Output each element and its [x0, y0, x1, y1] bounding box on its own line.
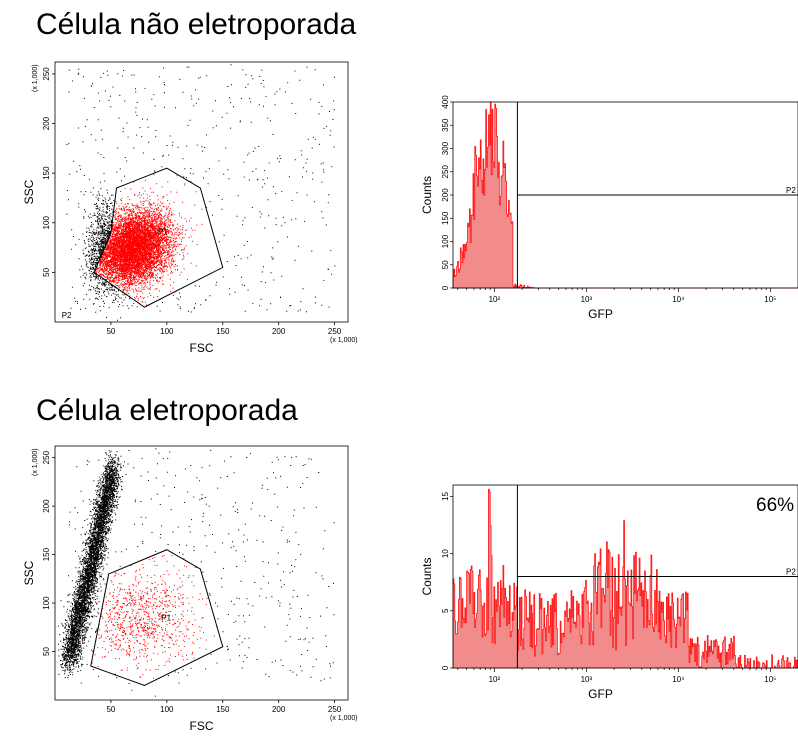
- y-tick-label: 150: [42, 166, 51, 180]
- y-tick-label: 350: [441, 118, 450, 132]
- y-tick-label: 250: [441, 165, 450, 179]
- x-tick-label: 10⁵: [764, 675, 776, 684]
- gate-p2-label: P2: [786, 186, 796, 195]
- x-tick-label: 150: [216, 327, 230, 336]
- y-tick-label: 0: [441, 665, 450, 670]
- x-tick-label: 10⁵: [764, 295, 776, 304]
- x-axis-label: FSC: [190, 719, 214, 733]
- scatter-panel-1: P1 P2 50 50 100 100 150 150 200 200 250 250 FSC SSC (x…: [22, 61, 358, 355]
- gate-p1-label: P1: [161, 614, 171, 623]
- y-unit-label: (x 1,000): [32, 448, 39, 476]
- x-tick-label: 200: [272, 327, 286, 336]
- x-axis-label: GFP: [588, 307, 613, 321]
- y-tick-label: 200: [42, 116, 51, 130]
- y-axis-label: Counts: [420, 176, 434, 214]
- y-tick-label: 0: [441, 285, 450, 290]
- gate-p2-label: P2: [786, 568, 796, 577]
- y-tick-label: 50: [42, 647, 51, 656]
- x-tick-label: 100: [160, 705, 174, 714]
- x-tick-label: 250: [328, 327, 342, 336]
- gfp-positive-percentage: 66%: [756, 495, 794, 516]
- gate-p1-polygon: [93, 167, 224, 308]
- ungated-events: [66, 64, 336, 321]
- x-axis-label: FSC: [190, 341, 214, 355]
- y-axis-label: Counts: [420, 557, 434, 595]
- y-tick-label: 50: [42, 267, 51, 276]
- y-tick-label: 300: [441, 141, 450, 155]
- x-tick-label: 100: [160, 327, 174, 336]
- x-tick-label: 50: [106, 705, 115, 714]
- x-axis-label: GFP: [588, 687, 613, 701]
- x-tick-label: 200: [272, 705, 286, 714]
- gate-p1-label: P1: [158, 228, 168, 237]
- y-tick-label: 200: [441, 188, 450, 202]
- y-tick-label: 15: [441, 491, 450, 500]
- x-unit-label: (x 1,000): [330, 337, 358, 344]
- plot-frame: [54, 445, 349, 701]
- y-axis-label: SSC: [22, 560, 36, 585]
- y-tick-label: 10: [441, 549, 450, 558]
- plot-frame: [452, 484, 798, 669]
- plot-frame: [54, 61, 349, 323]
- x-tick-label: 10³: [581, 295, 593, 304]
- y-tick-label: 50: [441, 260, 450, 269]
- x-unit-label: (x 1,000): [330, 715, 358, 722]
- y-tick-label: 250: [42, 450, 51, 464]
- y-tick-label: 150: [441, 211, 450, 225]
- y-tick-label: 5: [441, 608, 450, 613]
- histogram-panel-1: P2 10² 10³ 10⁴ 10⁵ 0 50 100 150 200 250 300 350 400 GF…: [420, 95, 798, 321]
- y-unit-label: (x 1,000): [32, 64, 39, 92]
- gated-events: [95, 174, 203, 306]
- scatter-points: [66, 64, 336, 321]
- y-tick-label: 400: [441, 95, 450, 109]
- histogram-bars: [452, 488, 798, 669]
- gate-p1-polygon: [90, 549, 224, 687]
- x-tick-label: 10²: [489, 295, 501, 304]
- histogram-panel-2: P2 66% 10² 10³ 10⁴ 10⁵ 0 5 10 15 GFP Counts: [420, 484, 798, 701]
- y-axis-label: SSC: [22, 179, 36, 204]
- y-tick-label: 200: [42, 499, 51, 513]
- y-tick-label: 100: [441, 234, 450, 248]
- section-title-electroporated: Célula eletroporada: [36, 394, 298, 427]
- y-tick-label: 150: [42, 547, 51, 561]
- x-tick-label: 10⁴: [672, 295, 685, 304]
- x-tick-label: 10³: [581, 675, 593, 684]
- y-tick-label: 250: [42, 67, 51, 81]
- gate-corner-label: P2: [62, 311, 72, 320]
- x-tick-label: 50: [106, 327, 115, 336]
- y-tick-label: 100: [42, 596, 51, 610]
- y-tick-label: 100: [42, 216, 51, 230]
- x-tick-label: 150: [216, 705, 230, 714]
- scatter-panel-2: P1 50 50 100 100 150 150 200 200 250 250 FSC SSC (x 1…: [22, 445, 358, 733]
- x-tick-label: 250: [328, 705, 342, 714]
- section-title-non-electroporated: Célula não eletroporada: [36, 8, 357, 41]
- x-tick-label: 10²: [489, 675, 501, 684]
- x-tick-label: 10⁴: [672, 675, 685, 684]
